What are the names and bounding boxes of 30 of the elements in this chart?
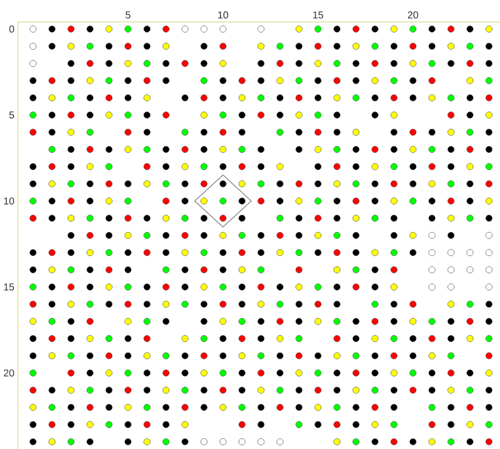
point [30,60,36,67]
point [428,249,436,256]
point [486,266,492,274]
point [30,42,36,50]
point [486,232,492,239]
x-tick-label: 10 [218,11,228,18]
point [448,266,454,274]
x-tick-label: 5 [126,11,130,18]
point [194,174,252,228]
point [466,249,474,256]
x-tick-label: 20 [408,11,418,18]
point [30,26,36,32]
point [428,266,436,274]
point [428,232,436,239]
point [448,249,454,256]
point [182,26,188,32]
y-tick-label: 0 [9,26,14,33]
point [466,266,474,274]
point [448,284,454,290]
point [486,249,492,256]
y-tick-label: 10 [4,197,14,205]
x-tick-label: 15 [313,11,324,18]
point [258,26,264,32]
y-tick-label: 5 [9,112,14,119]
y-tick-label: 20 [4,369,14,377]
y-tick-label: 15 [4,284,14,290]
point [220,26,226,32]
point [486,284,492,290]
point [200,26,208,32]
point [428,284,436,290]
